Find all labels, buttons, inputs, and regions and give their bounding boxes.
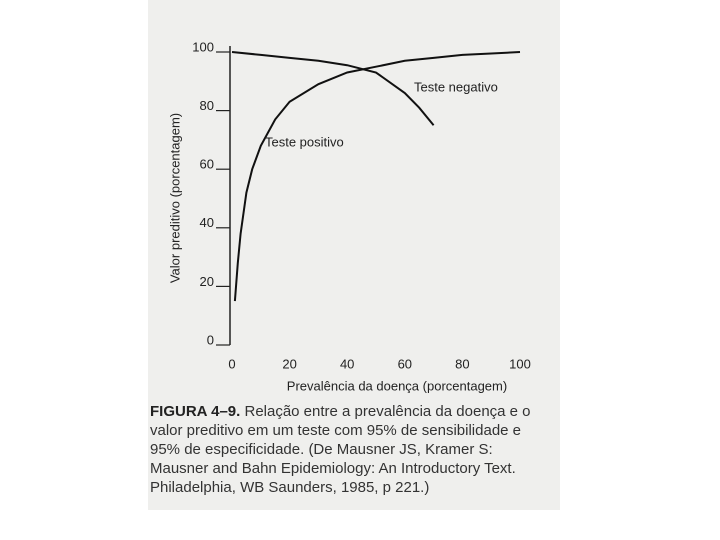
y-tick-label: 60 bbox=[200, 157, 214, 172]
y-tick-label: 80 bbox=[200, 98, 214, 113]
y-tick-label: 20 bbox=[200, 274, 214, 289]
x-tick-label: 40 bbox=[340, 356, 354, 371]
y-tick-label: 40 bbox=[200, 215, 214, 230]
figure-caption: FIGURA 4–9. Relação entre a prevalência … bbox=[150, 402, 550, 497]
scan-background bbox=[148, 0, 560, 510]
line-series bbox=[233, 51, 521, 302]
x-tick-label: 100 bbox=[509, 356, 531, 371]
y-tick-label: 0 bbox=[207, 332, 214, 347]
y-tick-label: 100 bbox=[192, 39, 214, 54]
caption-text: Relação entre a prevalência da doença e … bbox=[150, 403, 531, 496]
x-tick-label: 0 bbox=[228, 356, 235, 371]
y-axis-label: Valor preditivo (porcentagem) bbox=[167, 113, 182, 283]
x-tick-label: 20 bbox=[282, 356, 296, 371]
x-axis-label: Prevalência da doença (porcentagem) bbox=[287, 378, 507, 393]
x-tick-label: 60 bbox=[398, 356, 412, 371]
caption-label: FIGURA 4–9. bbox=[150, 403, 241, 420]
line-series bbox=[231, 51, 435, 126]
series-label: Teste positivo bbox=[265, 134, 344, 149]
series-label: Teste negativo bbox=[414, 79, 498, 94]
x-tick-label: 80 bbox=[455, 356, 469, 371]
